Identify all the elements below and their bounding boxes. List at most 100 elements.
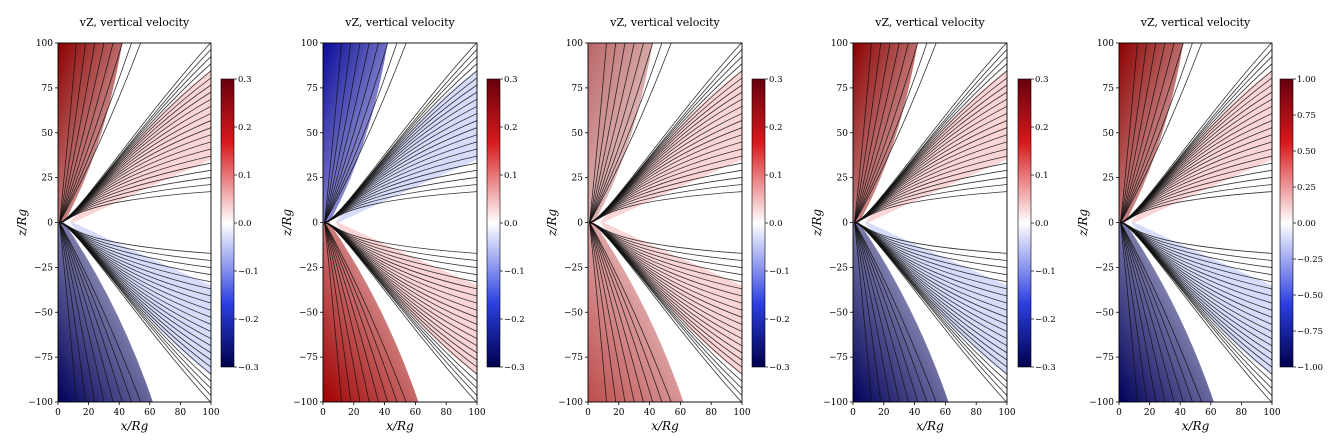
x-tick-label: 20	[878, 408, 890, 418]
contour-line	[589, 43, 654, 223]
contour-line	[1120, 43, 1138, 223]
colorbar-tick-label: −0.2	[1035, 315, 1056, 325]
y-axis-label: z/Rg	[280, 209, 294, 237]
colorbar-tick-label: 0.0	[769, 219, 783, 229]
y-tick-label: 0	[47, 219, 53, 229]
contour-line	[854, 43, 928, 223]
contour-line	[1120, 222, 1175, 402]
x-tick-label: 60	[144, 408, 156, 418]
y-tick-label: −25	[299, 263, 318, 273]
lower-jet-region	[853, 222, 949, 402]
colorbar-tick-label: 0.0	[238, 219, 252, 229]
panel-title: vZ, vertical velocity	[874, 16, 985, 29]
x-tick-label: 60	[940, 408, 952, 418]
x-tick-label: 60	[410, 408, 422, 418]
y-tick-label: −25	[1095, 263, 1114, 273]
x-tick-label: 80	[175, 408, 187, 418]
x-tick-label: 80	[1236, 408, 1248, 418]
upper-jet-region	[58, 43, 123, 223]
y-tick-label: −75	[829, 353, 848, 363]
y-tick-label: 100	[301, 39, 318, 49]
x-axis-label: x/Rg	[916, 419, 944, 433]
contour-line	[324, 222, 477, 402]
contour-line	[59, 43, 114, 223]
contour-line	[589, 222, 644, 402]
y-tick-label: −50	[1095, 308, 1114, 318]
x-tick-label: 100	[468, 408, 485, 418]
contour-line	[1120, 222, 1193, 402]
contour-line	[59, 43, 105, 223]
contour-line	[59, 43, 86, 223]
contour-line	[1120, 43, 1147, 223]
panel-title: vZ, vertical velocity	[609, 16, 720, 29]
colorbar-tick-label: −0.3	[1035, 363, 1056, 373]
y-tick-label: 0	[842, 219, 848, 229]
x-tick-label: 0	[585, 408, 591, 418]
y-tick-label: 0	[1108, 219, 1114, 229]
y-tick-label: 75	[42, 84, 54, 94]
colorbar-tick-label: 0.75	[1297, 111, 1316, 121]
y-tick-label: 100	[36, 39, 53, 49]
upper-jet-region	[588, 43, 653, 223]
contour-line	[589, 43, 644, 223]
colorbar-tick-label: 0.0	[504, 219, 518, 229]
x-tick-label: 40	[113, 408, 125, 418]
y-tick-label: −25	[34, 263, 53, 273]
colorbar-tick-label: −0.1	[1035, 267, 1056, 277]
contour-line	[589, 43, 617, 223]
y-tick-label: 100	[1097, 39, 1114, 49]
contour-line	[854, 43, 872, 223]
colorbar-tick-label: 0.1	[1035, 171, 1049, 181]
contour-line	[1120, 222, 1138, 402]
colorbar-tick-label: 0.2	[769, 123, 783, 133]
contour-line	[1120, 222, 1272, 402]
colorbar-tick-label: −1.00	[1297, 363, 1323, 373]
x-tick-label: 60	[675, 408, 687, 418]
y-tick-label: 25	[42, 174, 54, 184]
contour-line	[854, 43, 882, 223]
colorbar	[751, 78, 766, 368]
contour-line	[59, 222, 123, 402]
colorbar-tick-label: 0.1	[504, 171, 518, 181]
contour-line	[324, 43, 389, 223]
colorbar-tick-label: −0.50	[1297, 291, 1323, 301]
y-axis-label: z/Rg	[1076, 209, 1090, 237]
x-axis-label: x/Rg	[1182, 419, 1210, 433]
y-axis-label: z/Rg	[545, 209, 559, 237]
y-tick-label: 50	[1103, 129, 1115, 139]
colorbar-tick-label: −0.2	[769, 315, 790, 325]
contour-line	[589, 43, 635, 223]
contour-line	[59, 222, 114, 402]
x-tick-label: 40	[1174, 408, 1186, 418]
colorbar-tick-label: 0.00	[1297, 219, 1316, 229]
y-tick-label: 50	[572, 129, 584, 139]
colorbar	[1279, 78, 1294, 368]
y-tick-label: −50	[34, 308, 53, 318]
upper-jet-region	[1119, 43, 1184, 223]
y-tick-label: −75	[564, 353, 583, 363]
y-tick-label: 75	[572, 84, 584, 94]
y-tick-label: 50	[837, 129, 849, 139]
contour-line	[59, 222, 77, 402]
contour-line	[59, 222, 96, 402]
contour-line	[324, 222, 379, 402]
contour-line	[854, 43, 1007, 223]
contour-line	[324, 43, 361, 223]
x-axis-label: x/Rg	[651, 419, 679, 433]
contour-line	[589, 222, 663, 402]
colorbar-tick-label: −0.75	[1297, 327, 1323, 337]
y-tick-label: 100	[831, 39, 848, 49]
lower-jet-region	[588, 222, 684, 402]
contour-line	[1120, 43, 1272, 223]
colorbar-tick-label: 0.1	[769, 171, 783, 181]
x-tick-label: 80	[970, 408, 982, 418]
x-tick-label: 0	[320, 408, 326, 418]
x-tick-label: 40	[644, 408, 656, 418]
contour-line	[59, 43, 132, 223]
contour-line	[854, 222, 1007, 402]
contour-line	[854, 222, 919, 402]
y-tick-label: 25	[572, 174, 584, 184]
y-tick-label: −75	[299, 353, 318, 363]
x-tick-label: 100	[1263, 408, 1280, 418]
